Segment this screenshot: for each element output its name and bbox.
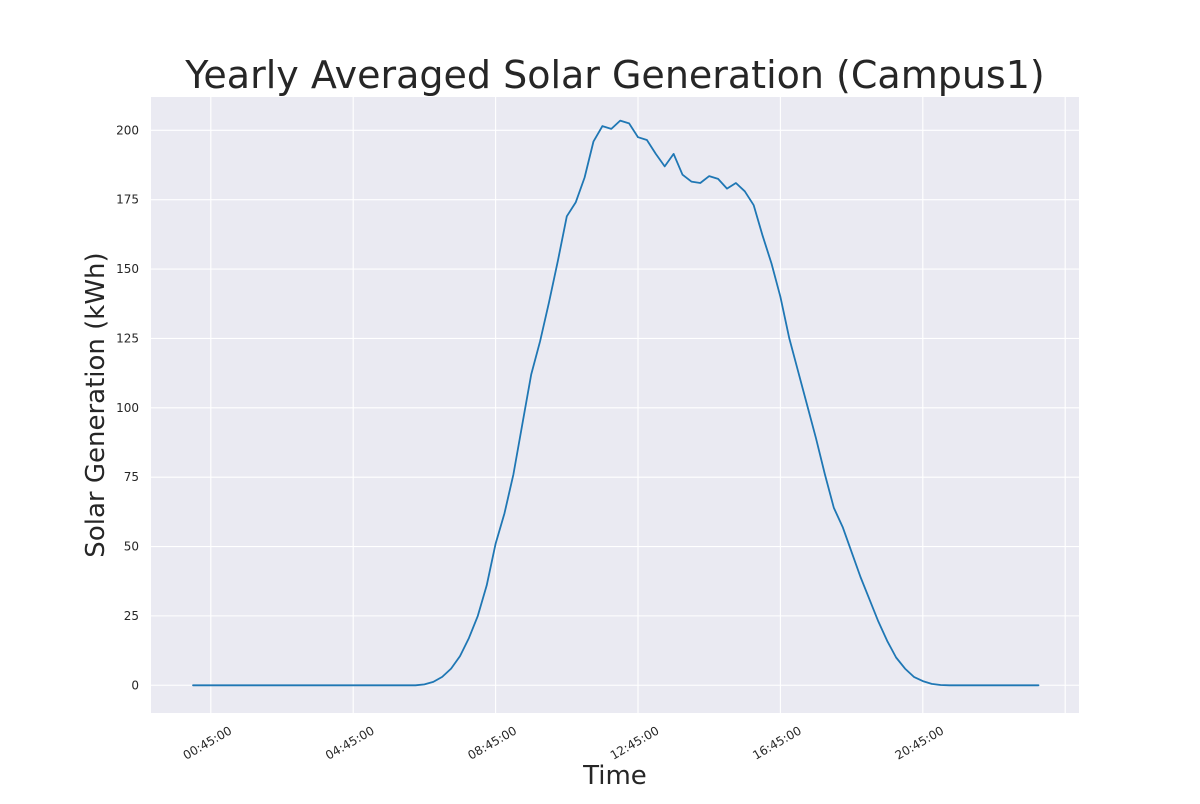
y-tick-label: 50 <box>124 540 139 554</box>
series-line <box>192 119 1040 687</box>
y-tick-label: 175 <box>116 193 139 207</box>
chart-title: Yearly Averaged Solar Generation (Campus… <box>184 53 1044 97</box>
series-layer <box>192 119 1040 687</box>
grid <box>151 97 1079 713</box>
y-axis-label: Solar Generation (kWh) <box>81 252 111 557</box>
plot-area <box>151 97 1079 713</box>
x-axis-label: Time <box>582 761 647 791</box>
y-tick-label: 150 <box>116 262 139 276</box>
y-tick-label: 200 <box>116 123 139 137</box>
y-tick-label: 100 <box>116 401 139 415</box>
y-tick-label: 0 <box>131 678 139 692</box>
y-tick-label: 75 <box>124 470 139 484</box>
y-axis-ticks: 0 25 50 75 100 125 150 175 200 <box>116 123 139 692</box>
y-tick-label: 25 <box>124 609 139 623</box>
y-tick-label: 125 <box>116 331 139 345</box>
